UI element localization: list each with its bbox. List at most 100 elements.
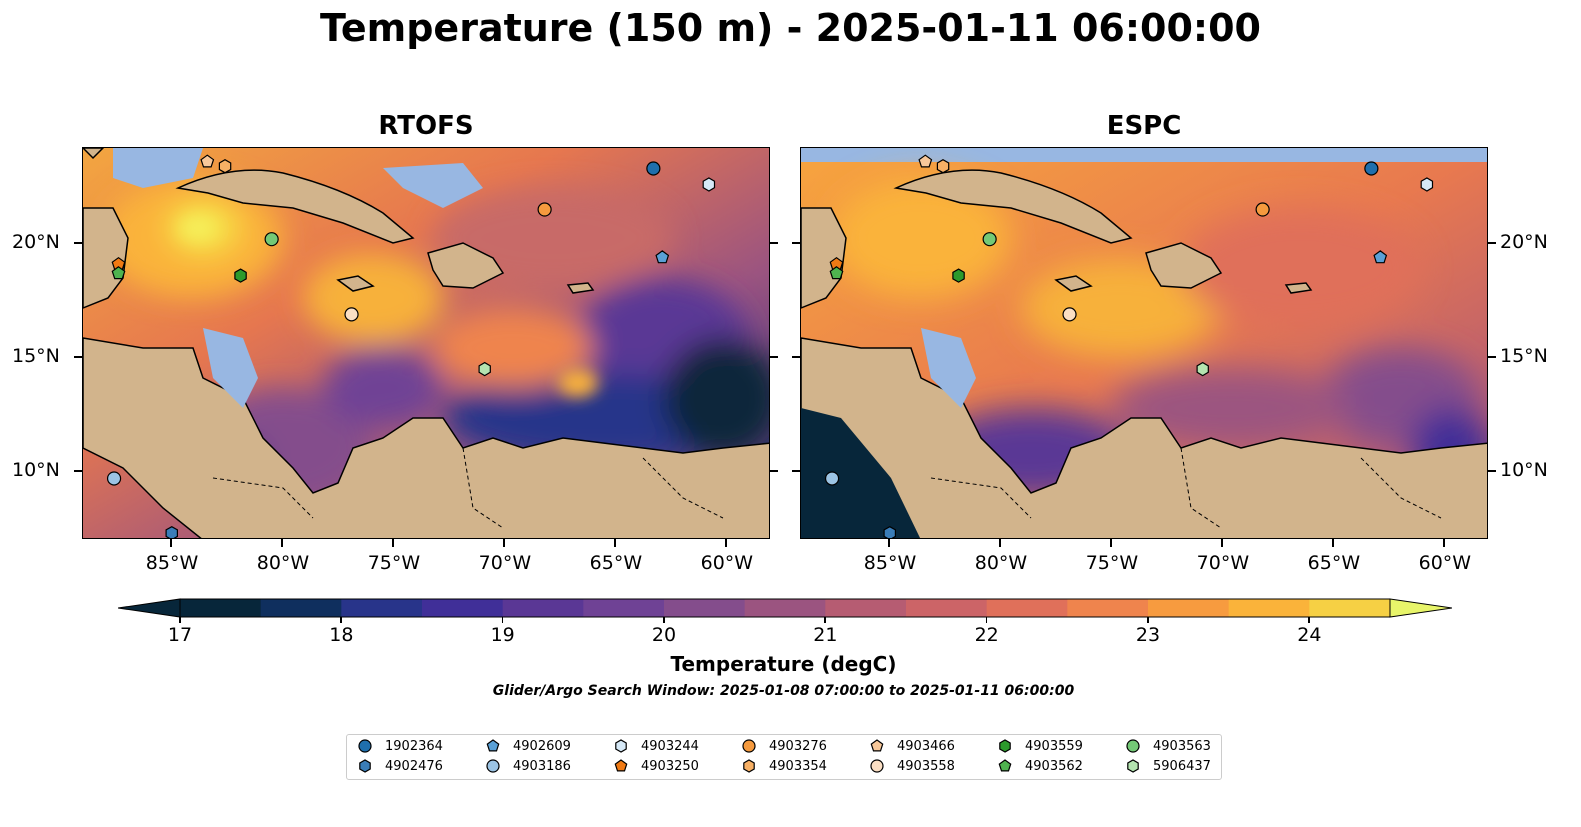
lat-tick-label: 10°N	[12, 458, 60, 481]
lat-tick-label: 15°N	[12, 344, 60, 367]
lon-tick-label: 65°W	[589, 552, 643, 574]
legend-marker-hexagon	[999, 739, 1011, 753]
lat-tick-mark	[1488, 469, 1496, 472]
float-marker-4903186	[824, 471, 840, 486]
float-marker-4903563	[982, 232, 997, 247]
figure-title: Temperature (150 m) - 2025-01-11 06:00:0…	[319, 6, 1261, 50]
legend-item: 5906437	[1125, 758, 1211, 774]
float-marker-4903562	[111, 266, 126, 280]
float-marker-4903276	[1255, 202, 1270, 217]
colorbar-segment	[1148, 599, 1230, 617]
legend-label: 4903558	[897, 758, 955, 774]
colorbar-tick-label: 19	[490, 624, 515, 646]
colorbar-tick-label: 17	[167, 624, 193, 646]
legend-label: 4903250	[641, 758, 699, 774]
lat-tick-mark	[1488, 355, 1496, 358]
legend: 1902364 4902476 4902609 4903186 4903244 49032…	[346, 734, 1222, 780]
lon-tick-mark	[280, 539, 283, 547]
float-marker-4902476	[883, 526, 897, 538]
lon-tick-mark	[998, 539, 1001, 547]
colorbar-tick-mark	[985, 617, 988, 623]
colorbar-segment	[260, 599, 342, 617]
map-espc-svg	[801, 148, 1487, 538]
legend-item: 4903558	[869, 758, 955, 774]
float-marker-4902609	[1373, 250, 1388, 264]
colorbar-over-arrow	[1389, 598, 1452, 618]
colorbar-segment	[906, 599, 988, 617]
legend-marker-hexagon	[359, 759, 371, 773]
colorbar-tick-label: 24	[1297, 624, 1322, 646]
float-marker-4903354	[218, 159, 232, 174]
float-marker-5906437	[478, 361, 491, 377]
colorbar-tick-mark	[1147, 617, 1149, 623]
lat-tick-mark	[770, 355, 778, 358]
colorbar-tick-label: 20	[651, 624, 677, 646]
float-marker-4903276	[537, 202, 552, 217]
lat-tick-mark	[792, 355, 800, 358]
float-marker-4903466	[200, 154, 215, 168]
legend-label: 4903244	[641, 738, 699, 754]
legend-label: 4903563	[1153, 738, 1211, 754]
lat-tick-mark	[792, 241, 800, 244]
float-marker-4903559	[952, 268, 965, 283]
float-marker-4902609	[655, 250, 670, 264]
colorbar-segment	[422, 599, 504, 617]
lon-tick-mark	[1331, 539, 1334, 547]
lat-tick-mark	[74, 469, 82, 472]
lon-tick-label: 75°W	[1085, 552, 1139, 574]
colorbar-segment	[1067, 599, 1149, 617]
colorbar-under-arrow	[118, 598, 181, 618]
float-marker-1902364	[1364, 161, 1379, 176]
colorbar-tick-label: 21	[813, 624, 838, 646]
float-marker-4902476	[165, 526, 179, 538]
lon-tick-mark	[502, 539, 505, 547]
colorbar-segment	[341, 599, 423, 617]
lon-tick-label: 65°W	[1307, 552, 1361, 574]
legend-item: 4903562	[997, 758, 1083, 774]
colorbar-segment	[825, 599, 907, 617]
lon-tick-label: 80°W	[256, 552, 310, 574]
legend-marker-circle	[870, 759, 884, 773]
legend-marker-circle	[358, 739, 372, 753]
panel-title-rtofs: RTOFS	[378, 111, 474, 141]
colorbar-segment	[664, 599, 746, 617]
lon-tick-mark	[391, 539, 394, 547]
search-window-text: Glider/Argo Search Window: 2025-01-08 07…	[492, 683, 1075, 699]
lat-tick-mark	[74, 241, 82, 244]
legend-item: 1902364	[357, 738, 443, 754]
lat-tick-label: 20°N	[1500, 230, 1548, 253]
map-panel-espc	[800, 147, 1488, 539]
float-marker-4903563	[264, 232, 279, 247]
legend-item: 4903466	[869, 738, 955, 754]
legend-marker-hexagon	[743, 759, 755, 773]
lon-tick-label: 80°W	[974, 552, 1028, 574]
legend-item: 4903244	[613, 738, 699, 754]
legend-label: 4903186	[513, 758, 571, 774]
float-marker-5906437	[1196, 361, 1209, 377]
lon-tick-label: 60°W	[1418, 552, 1472, 574]
colorbar-tick-mark	[340, 617, 342, 623]
lon-tick-mark	[613, 539, 616, 547]
temperature-eddies	[103, 178, 769, 508]
legend-marker-circle	[1126, 739, 1140, 753]
float-marker-4903558	[344, 307, 359, 322]
colorbar-segment	[180, 599, 262, 617]
lon-tick-label: 60°W	[700, 552, 754, 574]
lon-tick-mark	[1109, 539, 1112, 547]
legend-item: 4903186	[485, 758, 571, 774]
colorbar-tick-mark	[501, 617, 504, 623]
legend-label: 4903354	[769, 758, 827, 774]
colorbar-segment	[744, 599, 826, 617]
legend-item: 4903276	[741, 738, 827, 754]
lat-tick-mark	[770, 241, 778, 244]
legend-label: 4903559	[1025, 738, 1083, 754]
colorbar-segment	[583, 599, 665, 617]
lat-tick-label: 20°N	[12, 230, 60, 253]
map-panel-rtofs	[82, 147, 770, 539]
lon-tick-label: 70°W	[1196, 552, 1250, 574]
lon-tick-mark	[724, 539, 727, 547]
lat-tick-label: 15°N	[1500, 344, 1548, 367]
legend-item: 4902609	[485, 738, 571, 754]
float-marker-4903558	[1062, 307, 1077, 322]
lon-tick-label: 70°W	[478, 552, 532, 574]
